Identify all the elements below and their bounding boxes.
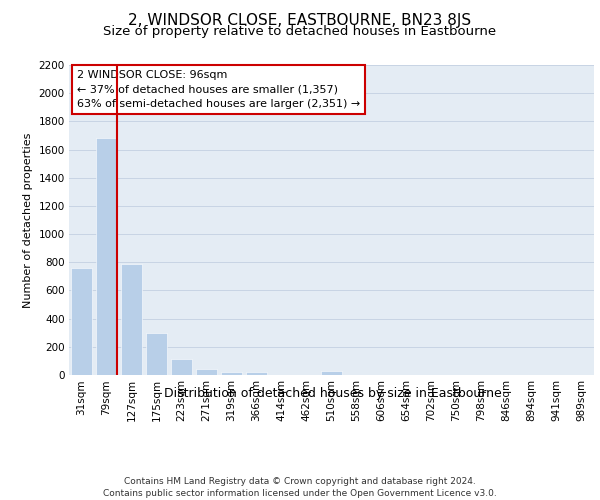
Text: 2, WINDSOR CLOSE, EASTBOURNE, BN23 8JS: 2, WINDSOR CLOSE, EASTBOURNE, BN23 8JS <box>128 12 472 28</box>
Bar <box>121 264 142 375</box>
Text: Contains HM Land Registry data © Crown copyright and database right 2024.
Contai: Contains HM Land Registry data © Crown c… <box>103 476 497 498</box>
Bar <box>171 359 192 375</box>
Bar <box>221 372 242 375</box>
Text: Distribution of detached houses by size in Eastbourne: Distribution of detached houses by size … <box>164 388 502 400</box>
Text: 2 WINDSOR CLOSE: 96sqm
← 37% of detached houses are smaller (1,357)
63% of semi-: 2 WINDSOR CLOSE: 96sqm ← 37% of detached… <box>77 70 360 110</box>
Bar <box>96 138 117 375</box>
Text: Size of property relative to detached houses in Eastbourne: Size of property relative to detached ho… <box>103 25 497 38</box>
Bar <box>146 334 167 375</box>
Y-axis label: Number of detached properties: Number of detached properties <box>23 132 33 308</box>
Bar <box>246 372 267 375</box>
Bar <box>196 370 217 375</box>
Bar <box>321 371 342 375</box>
Bar <box>71 268 92 375</box>
